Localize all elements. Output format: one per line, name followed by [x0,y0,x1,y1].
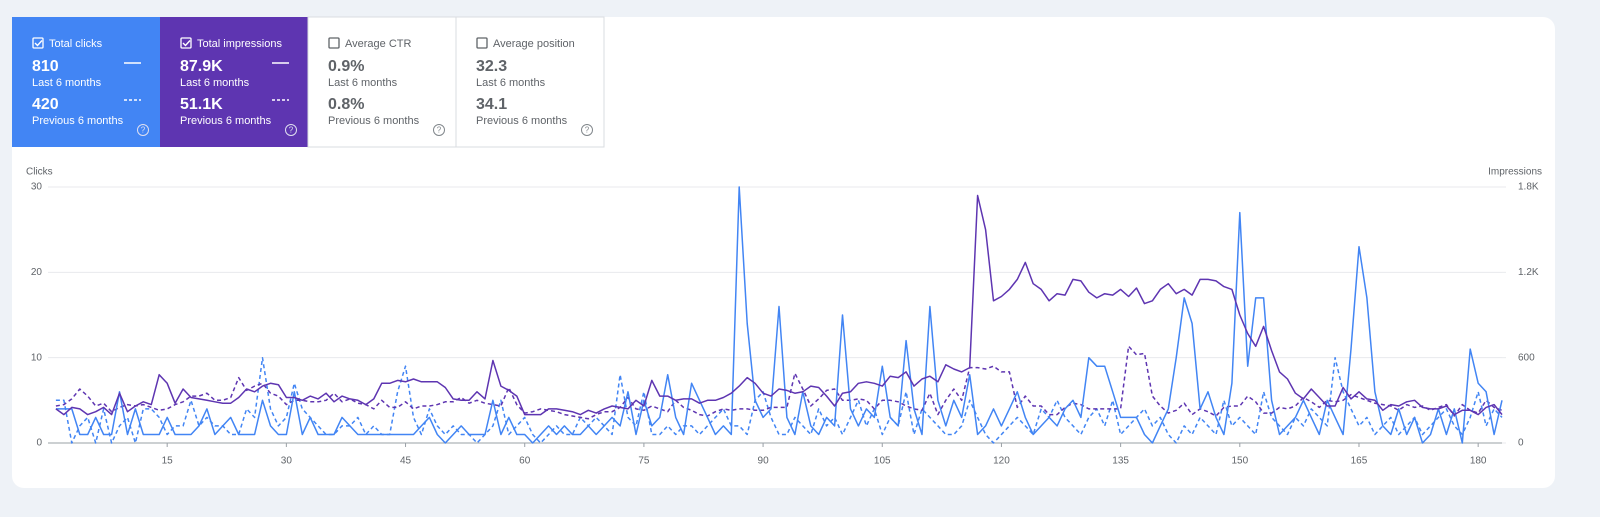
x-tick-label: 30 [281,456,293,467]
x-tick-label: 90 [758,456,770,467]
metric-period: Last 6 months [476,77,546,89]
metric-value: 32.3 [476,58,507,75]
help-icon-mark: ? [437,126,442,135]
metric-tile[interactable] [307,16,457,148]
x-tick-label: 180 [1470,456,1487,467]
series-line [55,186,1503,444]
metric-period: Last 6 months [328,77,398,89]
checkbox[interactable] [476,37,488,49]
x-tick-label: 150 [1231,456,1248,467]
metric-tile[interactable] [455,16,605,148]
x-tick-label: 15 [162,456,174,467]
help-icon[interactable] [433,124,445,136]
checkbox[interactable] [32,37,44,49]
checkmark [182,40,191,47]
y2-tick-label: 1.2K [1518,267,1539,278]
metric-period: Previous 6 months [32,115,124,127]
help-icon-mark: ? [585,126,590,135]
series-line [55,194,1503,416]
x-tick-label: 135 [1112,456,1129,467]
metric-period: Previous 6 months [328,115,420,127]
metric-value: 810 [32,58,59,75]
metric-tile[interactable] [160,17,308,147]
y-tick-label: 20 [31,267,43,278]
help-icon[interactable] [137,124,149,136]
metric-tile[interactable] [12,17,160,147]
metric-period: Last 6 months [32,77,102,89]
metric-value: 420 [32,96,59,113]
series-line [55,356,1503,444]
metric-value: 0.9% [328,58,364,75]
series-line [55,345,1503,420]
x-tick-label: 60 [519,456,531,467]
metric-value: 0.8% [328,96,364,113]
metric-period: Previous 6 months [180,115,272,127]
metric-value: 87.9K [180,58,223,75]
help-icon[interactable] [285,124,297,136]
checkbox[interactable] [180,37,192,49]
help-icon-mark: ? [141,126,146,135]
metric-period: Last 6 months [180,77,250,89]
y-axis-title: Clicks [26,167,53,178]
y2-tick-label: 600 [1518,352,1535,363]
help-icon-mark: ? [289,126,294,135]
y-tick-label: 10 [31,352,43,363]
y2-tick-label: 1.8K [1518,182,1539,193]
y-tick-label: 30 [31,182,43,193]
x-tick-label: 105 [874,456,891,467]
help-icon[interactable] [581,124,593,136]
x-tick-label: 45 [400,456,412,467]
metric-label: Average CTR [345,38,411,50]
metric-value: 34.1 [476,96,507,113]
y2-tick-label: 0 [1518,438,1524,449]
y2-axis-title: Impressions [1488,167,1542,178]
checkmark [34,40,43,47]
metric-label: Average position [493,38,575,50]
metric-value: 51.1K [180,96,223,113]
x-tick-label: 75 [638,456,650,467]
x-tick-label: 120 [993,456,1010,467]
metric-label: Total clicks [49,38,103,50]
metric-label: Total impressions [197,38,282,50]
checkbox[interactable] [328,37,340,49]
y-tick-label: 0 [36,438,42,449]
metric-period: Previous 6 months [476,115,568,127]
x-tick-label: 165 [1351,456,1368,467]
